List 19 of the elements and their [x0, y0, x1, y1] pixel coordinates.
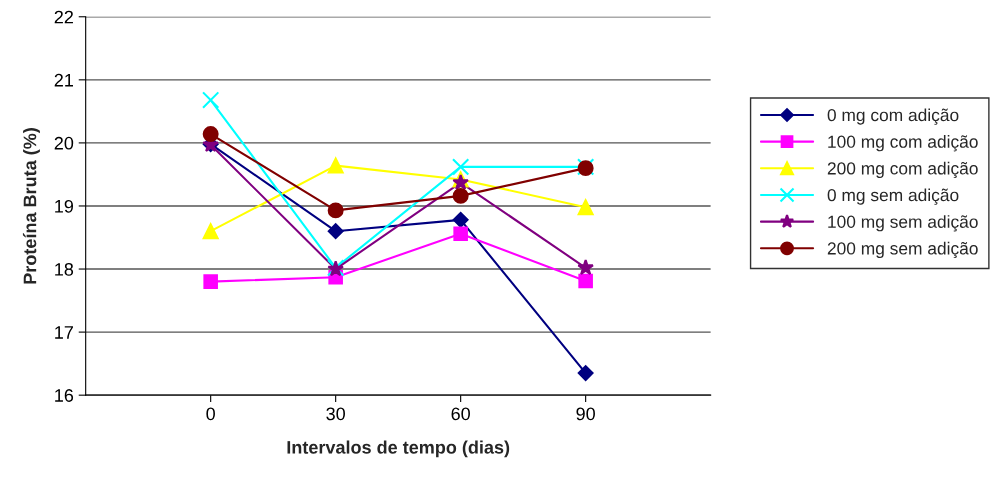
legend-label: 100 mg sem adição [828, 215, 978, 232]
y-tick-label: 18 [55, 262, 74, 276]
x-tick-label: 30 [326, 407, 345, 421]
x-tick-label: 0 [206, 407, 215, 421]
x-axis-title: Intervalos de tempo (dias) [287, 440, 510, 458]
y-axis-title: Proteína Bruta (%) [22, 128, 40, 284]
x-tick-label: 90 [576, 407, 595, 421]
y-tick-label: 20 [54, 136, 74, 150]
y-tick-label: 22 [54, 10, 73, 24]
y-tick-label: 16 [55, 389, 74, 402]
legend-label: 200 mg sem adição [827, 241, 978, 259]
legend-label: 200 mg com adição [827, 161, 978, 179]
x-tick-label: 60 [451, 407, 470, 421]
legend-label: 0 mg sem adição [827, 188, 959, 205]
y-tick-label: 21 [54, 73, 73, 87]
y-tick-label: 19 [55, 199, 74, 213]
legend-label: 100 mg com adição [828, 135, 978, 152]
y-tick-label: 17 [55, 326, 73, 339]
legend-label: 0 mg com adição [827, 108, 959, 125]
